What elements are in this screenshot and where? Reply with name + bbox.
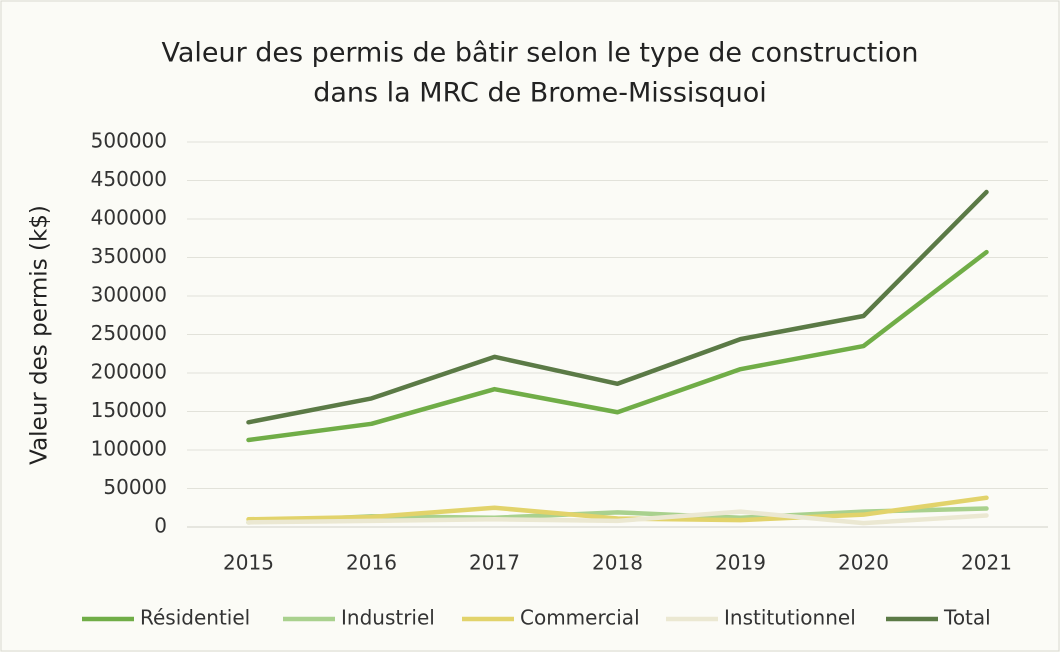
- y-tick-label: 200000: [91, 360, 167, 384]
- x-tick-label: 2015: [223, 551, 274, 575]
- legend-item: Résidentiel: [82, 606, 250, 630]
- chart-title: Valeur des permis de bâtir selon le type…: [161, 38, 918, 69]
- legend-label: Résidentiel: [140, 606, 250, 630]
- legend-item: Total: [886, 606, 991, 630]
- y-axis-label: Valeur des permis (k$): [27, 205, 53, 465]
- y-tick-label: 400000: [91, 206, 167, 230]
- legend-item: Commercial: [462, 606, 640, 630]
- y-tick-label: 250000: [91, 321, 167, 345]
- series-line: [246, 509, 989, 526]
- y-tick-label: 450000: [91, 167, 167, 191]
- x-tick-label: 2016: [346, 551, 397, 575]
- legend-label: Commercial: [520, 606, 640, 630]
- y-tick-label: 300000: [91, 283, 167, 307]
- series-line: [246, 249, 989, 443]
- chart-title: dans la MRC de Brome-Missisquoi: [313, 78, 767, 109]
- y-tick-label: 0: [154, 514, 167, 538]
- x-tick-label: 2018: [592, 551, 643, 575]
- y-tick-label: 500000: [91, 129, 167, 153]
- x-tick-label: 2020: [838, 551, 889, 575]
- x-tick-label: 2019: [715, 551, 766, 575]
- series-line: [246, 189, 989, 425]
- y-tick-label: 100000: [91, 437, 167, 461]
- series-line: [246, 495, 989, 523]
- legend-label: Total: [943, 606, 991, 630]
- y-tick-label: 150000: [91, 398, 167, 422]
- legend-item: Institutionnel: [666, 606, 856, 630]
- x-tick-label: 2021: [961, 551, 1012, 575]
- legend-item: Industriel: [283, 606, 435, 630]
- legend-label: Institutionnel: [724, 606, 856, 630]
- legend-label: Industriel: [341, 606, 435, 630]
- x-tick-label: 2017: [469, 551, 520, 575]
- y-tick-label: 50000: [103, 475, 167, 499]
- y-tick-label: 350000: [91, 244, 167, 268]
